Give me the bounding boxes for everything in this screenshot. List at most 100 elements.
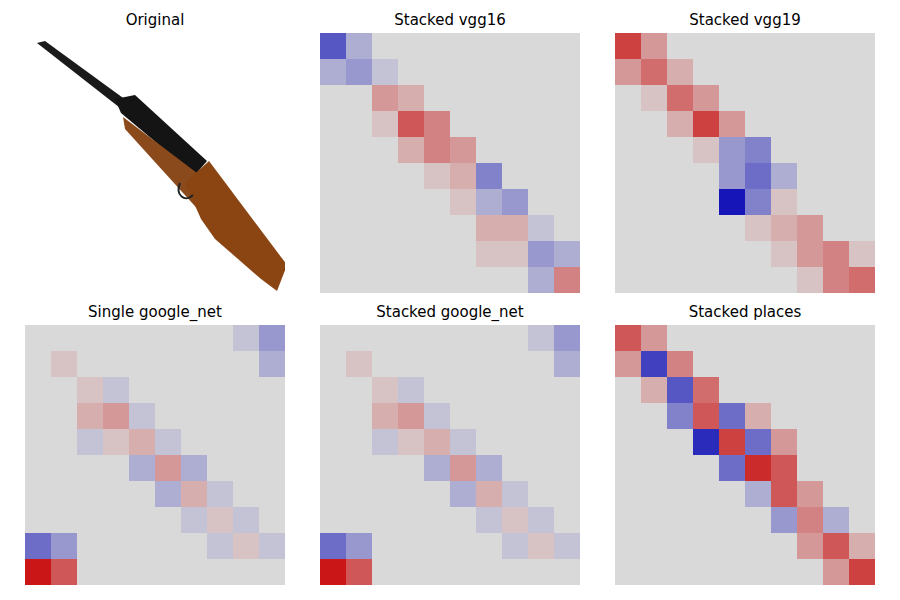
heatmap-cell — [476, 429, 503, 456]
heatmap-cell — [346, 59, 373, 86]
heatmap-cell — [398, 559, 425, 585]
heatmap-cell — [615, 559, 642, 585]
heatmap-cell — [797, 429, 824, 456]
heatmap-cell — [615, 215, 642, 242]
heatmap-cell — [502, 189, 529, 216]
heatmap-cell — [346, 33, 373, 60]
heatmap-cell — [476, 163, 503, 190]
heatmap-cell — [129, 481, 156, 508]
heatmap-cell — [476, 241, 503, 268]
heatmap-cell — [615, 403, 642, 430]
heatmap-cell — [771, 189, 798, 216]
heatmap-cell — [615, 111, 642, 138]
heatmap-cell — [502, 403, 529, 430]
heatmap-cell — [25, 351, 52, 378]
heatmap-cell — [424, 325, 451, 352]
heatmap-cell — [615, 351, 642, 378]
heatmap-cell — [554, 215, 580, 242]
heatmap-cell — [450, 507, 477, 534]
heatmap-cell — [502, 33, 529, 60]
heatmap-cell — [797, 85, 824, 112]
heatmap-cell — [450, 215, 477, 242]
heatmap-cell — [771, 377, 798, 404]
heatmap-cell — [450, 189, 477, 216]
heatmap-cell — [398, 429, 425, 456]
heatmap-cell — [719, 481, 746, 508]
heatmap-cell — [346, 163, 373, 190]
heatmap-cell — [372, 325, 399, 352]
heatmap-cell — [528, 267, 555, 293]
heatmap-cell — [797, 267, 824, 293]
heatmap-cell — [129, 559, 156, 585]
heatmap-cell — [667, 533, 694, 560]
heatmap-cell — [181, 325, 208, 352]
heatmap-cell — [398, 59, 425, 86]
heatmap-cell — [554, 163, 580, 190]
heatmap-cell — [849, 189, 875, 216]
heatmap-cell — [823, 241, 850, 268]
heatmap-cell — [745, 403, 772, 430]
heatmap-cell — [346, 111, 373, 138]
heatmap-cell — [823, 351, 850, 378]
heatmap-cell — [719, 215, 746, 242]
heatmap-cell — [346, 481, 373, 508]
heatmap-cell — [719, 241, 746, 268]
heatmap-cell — [528, 403, 555, 430]
heatmap-cell — [823, 481, 850, 508]
heatmap-cell — [346, 377, 373, 404]
heatmap-cell — [554, 85, 580, 112]
heatmap-cell — [233, 377, 260, 404]
heatmap-cell — [615, 267, 642, 293]
heatmap-cell — [615, 59, 642, 86]
heatmap-cell — [450, 163, 477, 190]
heatmap-cell — [320, 111, 347, 138]
heatmap-cell — [346, 137, 373, 164]
heatmap-cell — [615, 481, 642, 508]
heatmap-cell — [667, 33, 694, 60]
heatmap-cell — [502, 351, 529, 378]
heatmap-cell — [259, 507, 285, 534]
heatmap-cell — [398, 351, 425, 378]
heatmap-cell — [450, 59, 477, 86]
heatmap-cell — [372, 59, 399, 86]
heatmap-cell — [398, 267, 425, 293]
heatmap-cell — [450, 111, 477, 138]
heatmap-cell — [398, 111, 425, 138]
heatmap-cell — [554, 189, 580, 216]
heatmap-cell — [259, 559, 285, 585]
heatmap-cell — [424, 481, 451, 508]
heatmap-cell — [554, 59, 580, 86]
heatmap-cell — [693, 325, 720, 352]
heatmap-cell — [528, 85, 555, 112]
heatmap-cell — [823, 377, 850, 404]
heatmap-cell — [320, 351, 347, 378]
heatmap-cell — [372, 85, 399, 112]
heatmap-cell — [207, 481, 234, 508]
heatmap-cell — [745, 429, 772, 456]
heatmap-cell — [849, 163, 875, 190]
heatmap-cell — [719, 189, 746, 216]
heatmap-cell — [719, 559, 746, 585]
heatmap-cell — [641, 85, 668, 112]
heatmap-cell — [398, 377, 425, 404]
heatmap-cell — [667, 325, 694, 352]
heatmap-cell — [823, 85, 850, 112]
heatmap-cell — [502, 559, 529, 585]
heatmap-cell — [667, 403, 694, 430]
panel: Single google_net — [25, 303, 286, 586]
heatmap-cell — [372, 215, 399, 242]
heatmap-cell — [450, 403, 477, 430]
heatmap-cell — [476, 33, 503, 60]
heatmap-cell — [476, 403, 503, 430]
heatmap-cell — [320, 403, 347, 430]
heatmap-cell — [745, 481, 772, 508]
heatmap-cell — [693, 403, 720, 430]
heatmap-cell — [771, 33, 798, 60]
heatmap-cell — [641, 137, 668, 164]
heatmap-cell — [129, 325, 156, 352]
heatmap-cell — [745, 241, 772, 268]
heatmap-cell — [771, 59, 798, 86]
heatmap-cell — [346, 241, 373, 268]
heatmap-cell — [320, 559, 347, 585]
heatmap-cell — [719, 429, 746, 456]
